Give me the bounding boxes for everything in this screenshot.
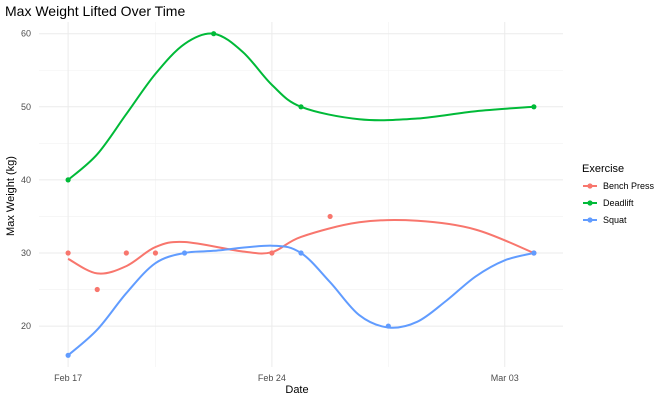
data-point-deadlift — [531, 104, 537, 110]
data-point-bench-press — [123, 250, 129, 256]
legend-label-deadlift: Deadlift — [603, 198, 634, 208]
data-point-bench-press — [327, 213, 333, 220]
legend-title: Exercise — [582, 163, 624, 175]
y-tick-label: 50 — [21, 102, 31, 112]
grid — [39, 22, 563, 367]
series-line-squat — [67, 244, 535, 357]
data-point-bench-press — [269, 250, 275, 256]
legend-key-point-bench-press — [587, 183, 593, 189]
x-tick-labels: Feb 17 Feb 24 Mar 03 — [54, 373, 519, 383]
data-point-deadlift — [298, 104, 304, 110]
legend-label-bench-press: Bench Press — [603, 181, 655, 191]
series-line-bench-press — [67, 219, 535, 275]
data-point-squat — [531, 250, 537, 256]
data-point-bench-press — [65, 250, 71, 256]
y-tick-label: 20 — [21, 321, 31, 331]
series-points — [65, 31, 537, 358]
data-point-squat — [181, 250, 188, 256]
legend: Exercise Bench Press Deadlift Squat — [582, 163, 655, 225]
y-tick-label: 40 — [21, 175, 31, 185]
data-point-deadlift — [211, 31, 217, 37]
x-tick-label: Feb 17 — [54, 373, 82, 383]
data-point-bench-press — [152, 250, 159, 256]
x-tick-label: Mar 03 — [491, 373, 519, 383]
series-lines — [67, 32, 535, 357]
legend-key-point-deadlift — [587, 200, 593, 206]
data-point-bench-press — [94, 286, 100, 293]
series-line-deadlift — [67, 32, 534, 181]
data-point-squat — [298, 250, 304, 256]
chart-title: Max Weight Lifted Over Time — [5, 3, 185, 19]
data-point-squat — [385, 323, 391, 329]
x-axis-title: Date — [285, 384, 308, 396]
y-tick-label: 30 — [21, 248, 31, 258]
data-point-squat — [65, 352, 71, 358]
y-tick-label: 60 — [21, 29, 31, 39]
legend-label-squat: Squat — [603, 215, 627, 225]
x-tick-label: Feb 24 — [258, 373, 286, 383]
y-axis-title: Max Weight (kg) — [5, 156, 17, 236]
y-tick-labels: 20 30 40 50 60 — [21, 29, 31, 331]
data-point-deadlift — [65, 177, 71, 183]
legend-key-point-squat — [587, 217, 593, 223]
